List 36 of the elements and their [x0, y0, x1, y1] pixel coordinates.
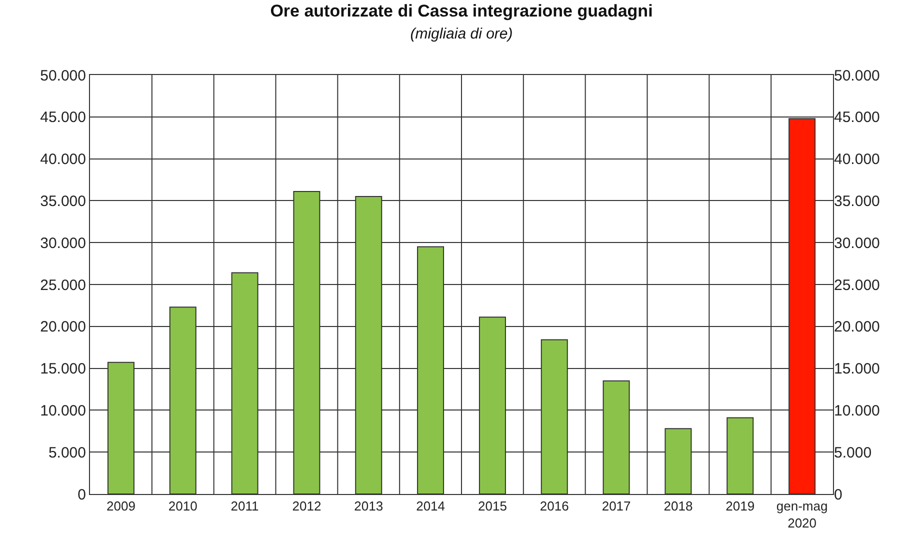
x-tick-label: 2013: [354, 498, 384, 514]
x-tick-label: gen-mag 2020: [776, 498, 828, 530]
x-tick-label: 2010: [168, 498, 198, 514]
y2-tick-label: 45.000: [834, 109, 880, 126]
x-tick-label: 2012: [292, 498, 322, 514]
x-tick-label: 2017: [602, 498, 631, 514]
y-tick-label: 45.000: [40, 109, 86, 126]
y-tick-label: 25.000: [40, 276, 86, 294]
y-tick-label: 30.000: [40, 234, 86, 252]
y2-tick-label: 0: [834, 486, 842, 504]
x-tick-label: 2011: [230, 498, 259, 514]
y-tick-label: 15.000: [40, 360, 86, 378]
y-tick-label: 40.000: [40, 151, 86, 168]
y-tick-label: 10.000: [40, 402, 86, 420]
y2-tick-label: 30.000: [834, 234, 880, 252]
x-tick-label: 2014: [416, 498, 445, 514]
x-tick-label: 2015: [478, 498, 507, 514]
y2-tick-label: 10.000: [834, 402, 880, 420]
y2-tick-label: 25.000: [834, 276, 880, 294]
y2-tick-label: 5.000: [834, 444, 872, 462]
chart-title: Ore autorizzate di Cassa integrazione guadagni: [270, 2, 653, 21]
y-tick-label: 35.000: [40, 192, 86, 210]
y2-tick-label: 40.000: [834, 151, 880, 168]
y-tick-label: 20.000: [40, 318, 86, 336]
chart-subtitle: (migliaia di ore): [410, 26, 513, 43]
x-tick-label: 2018: [664, 498, 693, 514]
x-tick-label: 2009: [106, 498, 136, 514]
y-tick-label: 0: [78, 486, 86, 504]
y-tick-label: 50.000: [40, 67, 86, 84]
y2-tick-label: 15.000: [834, 360, 880, 378]
x-tick-label: 2016: [540, 498, 569, 514]
x-tick-label: 2019: [726, 498, 755, 514]
y-tick-label: 5.000: [48, 444, 86, 462]
y2-tick-label: 35.000: [834, 192, 880, 210]
y2-tick-label: 20.000: [834, 318, 880, 336]
y2-tick-label: 50.000: [834, 67, 880, 84]
